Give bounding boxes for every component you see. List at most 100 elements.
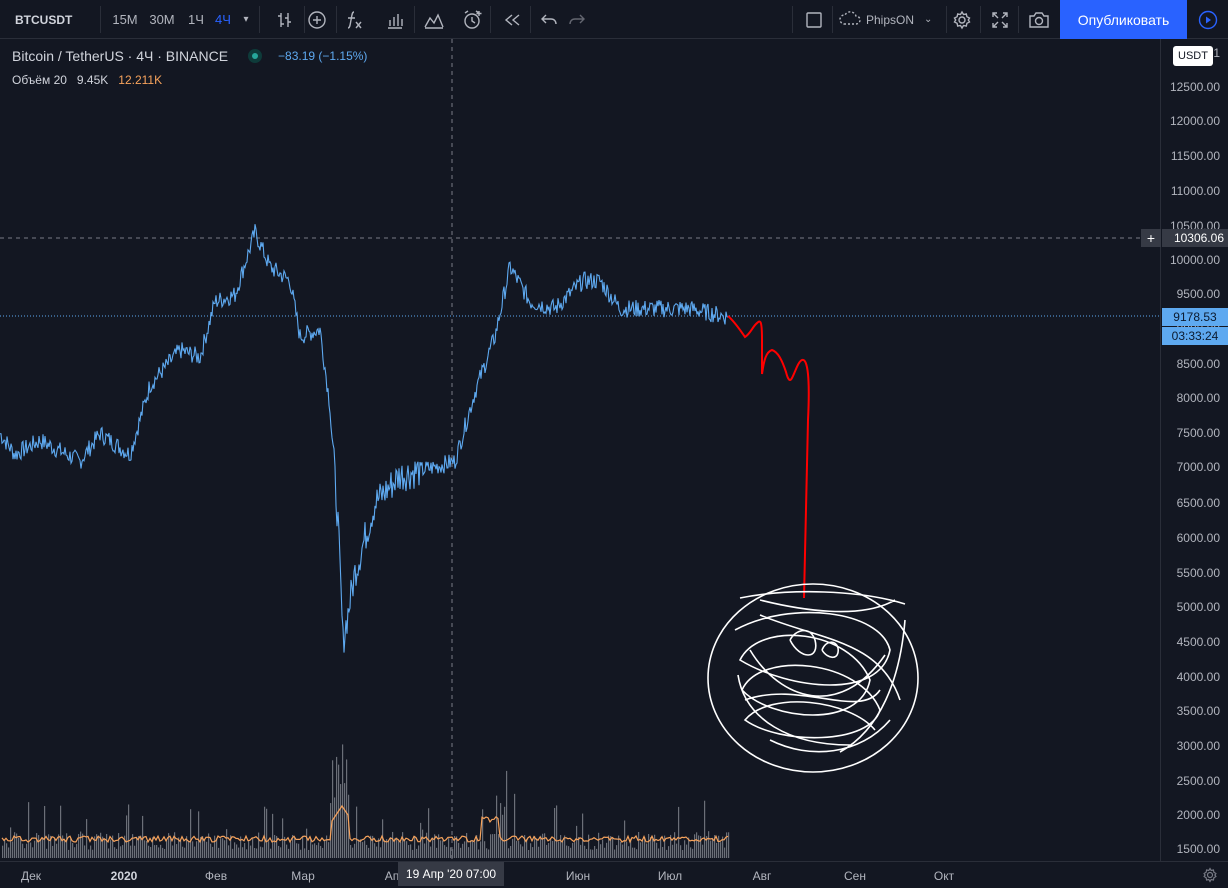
timeframe-1h[interactable]: 1Ч [188, 12, 204, 27]
drawn-projection-line[interactable] [727, 315, 810, 599]
volume-bar [408, 845, 410, 858]
volume-bar [302, 835, 304, 858]
volume-bar [426, 832, 428, 858]
timeframe-15m[interactable]: 15M [112, 12, 138, 27]
price-tick-label: 7000.00 [1176, 460, 1220, 474]
volume-bar [360, 839, 362, 858]
volume-bar [706, 836, 708, 858]
volume-bar [500, 803, 502, 858]
volume-bar [386, 839, 388, 858]
compare-add-icon[interactable] [306, 0, 328, 39]
volume-bar [370, 835, 372, 858]
price-tick-label: 9500.00 [1176, 287, 1220, 301]
volume-bar [442, 840, 444, 858]
volume-bar [142, 815, 144, 858]
alert-icon[interactable] [458, 0, 486, 39]
templates-icon[interactable] [420, 0, 448, 39]
volume-bar [14, 832, 16, 858]
volume-bar [6, 843, 8, 858]
volume-bar [148, 845, 150, 858]
timeframe-30m[interactable]: 30M [149, 12, 175, 27]
volume-bar [588, 834, 590, 858]
publish-button[interactable]: Опубликовать [1060, 0, 1187, 39]
volume-bar [384, 840, 386, 858]
volume-bar [536, 838, 538, 858]
volume-bar [76, 843, 78, 858]
volume-bar [322, 847, 324, 858]
screenshot-icon[interactable] [1024, 0, 1054, 39]
volume-bar [680, 845, 682, 858]
bar-countdown-label: 03:33:24 [1162, 327, 1228, 345]
volume-bar [650, 837, 652, 858]
redo-icon[interactable] [564, 0, 590, 39]
volume-bar [202, 836, 204, 858]
volume-bar [560, 835, 562, 858]
volume-bar [316, 845, 318, 858]
volume-bar [334, 797, 336, 858]
timeframe-4h[interactable]: 4Ч [215, 12, 231, 27]
chart-pane[interactable] [0, 39, 1160, 861]
account-menu[interactable]: PhipsON ⌄ [838, 0, 946, 39]
play-icon[interactable] [1188, 0, 1228, 39]
volume-bar [476, 835, 478, 858]
volume-bar [124, 835, 126, 858]
volume-bar [138, 836, 140, 858]
price-chart[interactable] [0, 39, 1160, 861]
price-axis[interactable]: 1 12500.00 12000.00 11500.00 11000.00 10500.0… [1160, 39, 1228, 861]
volume-bar [130, 845, 132, 858]
bar-style-icon[interactable] [268, 0, 302, 39]
replay-icon[interactable] [498, 0, 526, 39]
volume-bar [518, 840, 520, 858]
fullscreen-icon[interactable] [986, 0, 1014, 39]
volume-bar [466, 832, 468, 858]
currency-badge[interactable]: USDT [1173, 46, 1213, 66]
volume-bar [618, 835, 620, 858]
time-axis[interactable]: Дек 2020 Фев Мар Ап Июн Июл Авг Сен Окт [0, 861, 1228, 888]
time-tick-label: Дек [20, 869, 42, 883]
financials-icon[interactable] [380, 0, 410, 39]
symbol-search-button[interactable]: BTCUSDT [15, 12, 73, 27]
volume-bar [252, 838, 254, 858]
undo-icon[interactable] [536, 0, 562, 39]
price-tick-label: 5500.00 [1176, 566, 1220, 580]
volume-bar [178, 837, 180, 858]
volume-bar [114, 847, 116, 858]
volume-bar [168, 833, 170, 858]
volume-bar [582, 813, 584, 858]
volume-bar [222, 838, 224, 858]
add-alert-plus-icon[interactable]: + [1141, 229, 1161, 247]
toolbar-divider [1018, 6, 1019, 33]
volume-bar [280, 847, 282, 858]
volume-bar [540, 835, 542, 858]
volume-bar [22, 843, 24, 858]
volume-bar [88, 849, 90, 858]
price-tick-label: 4000.00 [1176, 670, 1220, 684]
volume-bar [94, 836, 96, 858]
volume-bar [268, 841, 270, 858]
layout-icon[interactable] [800, 0, 828, 39]
market-status-icon [248, 49, 263, 63]
volume-bar [542, 833, 544, 858]
time-tick-label: Авг [752, 869, 772, 883]
volume-bar [286, 844, 288, 858]
volume-bar [20, 837, 22, 858]
price-tick-label: 3000.00 [1176, 739, 1220, 753]
volume-bar [122, 845, 124, 858]
drawn-scribble-circle[interactable] [707, 583, 919, 773]
settings-icon[interactable] [948, 0, 976, 39]
toolbar-divider [259, 6, 260, 33]
volume-bar [200, 837, 202, 858]
volume-bar [82, 833, 84, 858]
time-tick-label: Июл [657, 869, 683, 883]
volume-bar [144, 840, 146, 858]
axis-settings-icon[interactable] [1198, 863, 1222, 887]
indicators-icon[interactable] [342, 0, 368, 39]
volume-bar [478, 849, 480, 858]
volume-bar [526, 838, 528, 858]
volume-bar [524, 835, 526, 858]
volume-bar [670, 834, 672, 858]
timeframe-dropdown[interactable]: ▾ [243, 14, 249, 25]
volume-bar [8, 847, 10, 858]
volume-bar [52, 845, 54, 858]
crosshair [0, 39, 1160, 861]
